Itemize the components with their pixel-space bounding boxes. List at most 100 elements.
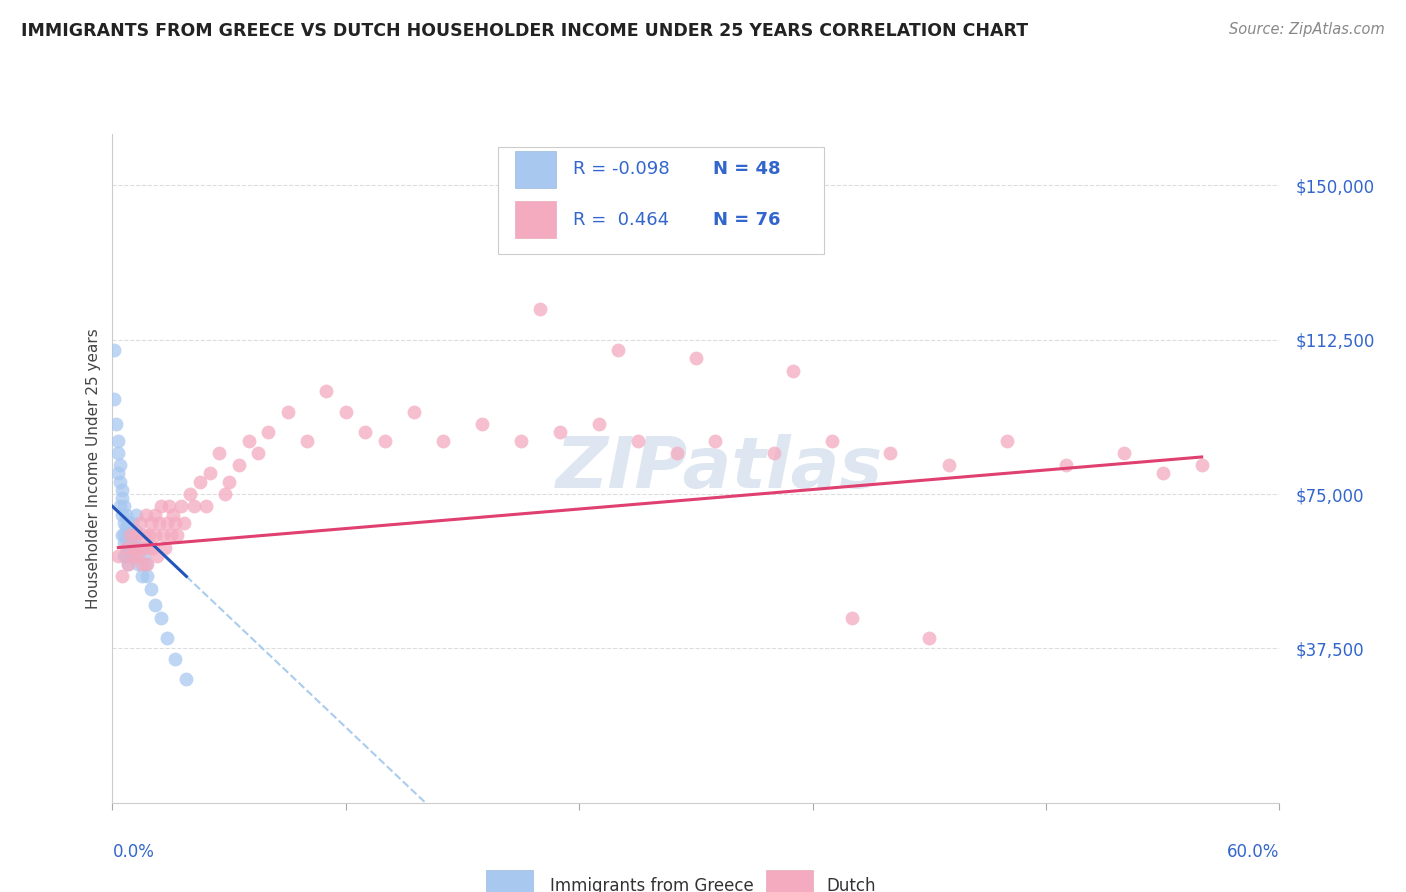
Point [276,405,298,419]
Bar [515,151,555,188]
Point [112,516,135,530]
Point [160,528,183,542]
Point [136,541,159,555]
Point [118,528,141,542]
Point [432,434,454,448]
Point [110,458,132,473]
Point [214,487,236,501]
Point [188,475,211,489]
Point [117,528,139,542]
Point [122,533,145,547]
Point [143,598,166,612]
Bar [766,870,813,892]
Bar [486,870,533,892]
Point [125,524,148,538]
Point [704,434,727,448]
Point [141,582,163,596]
Point [163,651,186,665]
Point [118,536,141,550]
Point [115,533,138,547]
Point [111,508,134,522]
Point [194,500,217,514]
Point [148,516,170,530]
Point [131,541,153,555]
Point [125,508,148,522]
Text: N = 48: N = 48 [713,161,782,178]
Point [152,528,174,542]
Bar [498,147,824,254]
Point [118,524,141,538]
Point [111,483,134,497]
Point [131,557,153,571]
Point [1191,458,1213,473]
Point [295,434,318,448]
Point [118,549,141,563]
Point [146,549,169,563]
Point [173,516,195,530]
Point [111,528,134,542]
Point [208,446,231,460]
Point [135,508,157,522]
Point [138,528,160,542]
Point [135,557,157,571]
Y-axis label: Householder Income Under 25 years: Householder Income Under 25 years [86,328,101,608]
Point [153,541,176,555]
Point [183,500,205,514]
Point [112,500,135,514]
Point [1054,458,1077,473]
Point [128,516,150,530]
Point [315,384,337,398]
Point [782,363,804,377]
Point [117,541,139,555]
Point [111,569,134,583]
Point [122,541,145,555]
Point [163,516,186,530]
Point [122,549,145,563]
Point [162,508,184,522]
Point [938,458,960,473]
Point [247,446,270,460]
Point [112,528,135,542]
Point [103,343,125,357]
Point [841,610,863,624]
Point [509,434,531,448]
Point [107,467,129,481]
Text: 60.0%: 60.0% [1227,843,1279,861]
Point [115,520,138,534]
Text: N = 76: N = 76 [713,211,780,228]
Point [115,541,138,555]
Text: IMMIGRANTS FROM GREECE VS DUTCH HOUSEHOLDER INCOME UNDER 25 YEARS CORRELATION CH: IMMIGRANTS FROM GREECE VS DUTCH HOUSEHOL… [21,22,1028,40]
Point [117,516,139,530]
Point [176,673,198,687]
Point [1112,446,1135,460]
Text: Immigrants from Greece: Immigrants from Greece [550,878,754,892]
Point [354,425,377,440]
Point [150,500,173,514]
Point [121,549,143,563]
Point [115,549,138,563]
Point [918,631,941,645]
Point [131,569,153,583]
Point [110,475,132,489]
Point [121,516,143,530]
Point [128,541,150,555]
Point [143,508,166,522]
Point [879,446,901,460]
Point [143,528,166,542]
Text: Dutch: Dutch [827,878,876,892]
Point [607,343,630,357]
Point [402,405,425,419]
Point [127,549,149,563]
Point [150,610,173,624]
Text: ZIPatlas: ZIPatlas [555,434,883,503]
Text: R =  0.464: R = 0.464 [574,211,669,228]
Point [179,487,201,501]
Point [132,528,155,542]
Point [117,557,139,571]
Point [125,528,148,542]
Point [141,516,163,530]
Point [132,549,155,563]
Point [238,434,260,448]
Point [335,405,357,419]
Point [121,528,143,542]
